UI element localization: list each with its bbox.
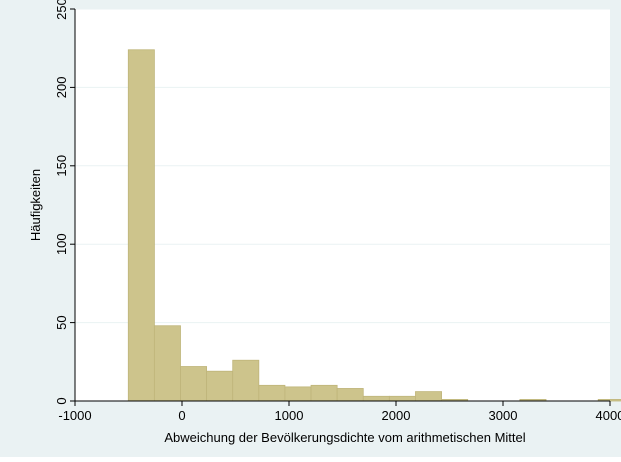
x-tick-label: 1000 <box>275 408 304 423</box>
tick-labels: 0 50 100 150 200 250 -1000 0 1000 2000 3000 4000 <box>54 0 621 423</box>
histogram-bar <box>153 325 181 402</box>
y-tick-label: 100 <box>54 233 69 255</box>
histogram-bars <box>127 49 621 402</box>
histogram-bar <box>232 359 260 402</box>
histogram-bar <box>388 395 416 402</box>
x-tick-label: 0 <box>178 408 185 423</box>
y-tick-label: 200 <box>54 77 69 99</box>
histogram-bar <box>127 49 155 402</box>
histogram-bar <box>284 386 312 402</box>
axes <box>74 9 610 402</box>
y-tick-label: 0 <box>54 397 69 404</box>
y-axis-title: Häufigkeiten <box>28 169 43 241</box>
x-tick-label: 2000 <box>382 408 411 423</box>
histogram-bar <box>597 399 621 402</box>
x-axis-title: Abweichung der Bevölkerungsdichte vom ar… <box>164 430 525 445</box>
y-tick-label: 50 <box>54 315 69 329</box>
histogram-bar <box>180 366 208 402</box>
y-tick-label: 150 <box>54 155 69 177</box>
x-tick-label: 3000 <box>489 408 518 423</box>
x-tick-label: 4000 <box>596 408 621 423</box>
histogram-bar <box>362 395 390 402</box>
histogram-bar <box>310 384 338 402</box>
histogram-bar <box>415 391 442 402</box>
histogram-bar <box>206 370 234 402</box>
x-tick-label: -1000 <box>58 408 91 423</box>
histogram-bar <box>258 384 286 402</box>
y-tick-label: 250 <box>54 0 69 20</box>
histogram-bar <box>336 388 364 402</box>
